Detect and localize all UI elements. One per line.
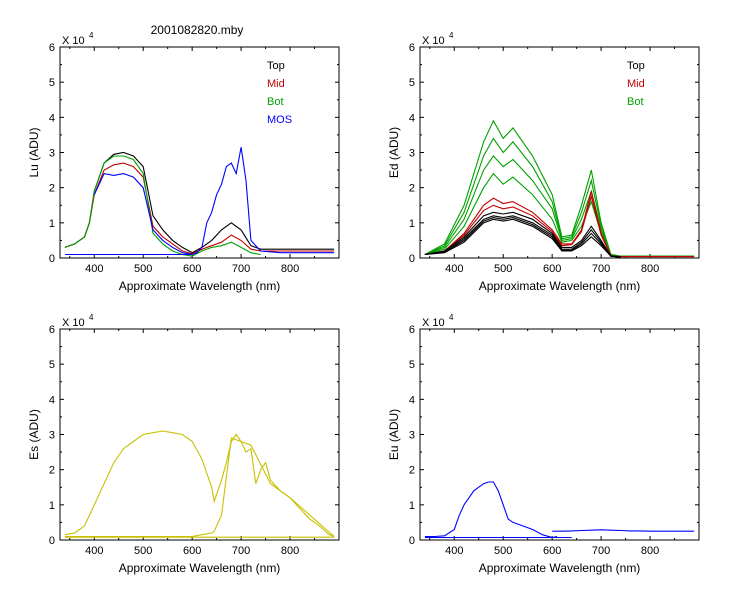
y-axis-label: Lu (ADU) bbox=[27, 127, 41, 177]
y-scale-exponent: 4 bbox=[89, 31, 94, 40]
series-line-eu-0 bbox=[424, 481, 558, 539]
x-tick-label: 700 bbox=[592, 545, 610, 557]
legend-entry-top: Top bbox=[267, 60, 285, 72]
y-tick-label: 5 bbox=[409, 359, 415, 371]
x-tick-label: 800 bbox=[641, 545, 659, 557]
y-tick-label: 4 bbox=[49, 112, 55, 124]
y-tick-label: 3 bbox=[409, 148, 415, 160]
legend-entry-mid: Mid bbox=[267, 78, 285, 90]
y-tick-label: 5 bbox=[49, 359, 55, 371]
y-tick-label: 3 bbox=[409, 430, 415, 442]
x-axis-label: Approximate Wavelength (nm) bbox=[119, 561, 281, 575]
y-tick-label: 3 bbox=[49, 148, 55, 160]
y-scale-exponent: 4 bbox=[89, 313, 94, 322]
series-line-ed-3 bbox=[424, 172, 695, 257]
y-axis-label: Ed (ADU) bbox=[387, 127, 401, 178]
y-tick-label: 0 bbox=[409, 535, 415, 547]
series-line-top bbox=[64, 151, 335, 254]
series-line-es-1 bbox=[64, 437, 335, 538]
y-scale-label: X 10 bbox=[422, 35, 445, 47]
x-tick-label: 500 bbox=[134, 545, 152, 557]
legend-entry-mos: MOS bbox=[267, 114, 292, 126]
y-tick-label: 1 bbox=[409, 500, 415, 512]
x-tick-label: 700 bbox=[592, 263, 610, 275]
x-tick-label: 600 bbox=[543, 263, 561, 275]
plot-frame bbox=[59, 328, 340, 541]
series-line-ed-1 bbox=[424, 137, 695, 257]
x-tick-label: 800 bbox=[641, 263, 659, 275]
x-axis-label: Approximate Wavelength (nm) bbox=[119, 279, 281, 293]
legend-entry-mid: Mid bbox=[627, 78, 645, 90]
x-axis-label: Approximate Wavelength (nm) bbox=[479, 279, 641, 293]
y-tick-label: 5 bbox=[409, 77, 415, 89]
y-tick-label: 2 bbox=[409, 465, 415, 477]
y-axis-label: Eu (ADU) bbox=[387, 409, 401, 460]
y-tick-label: 3 bbox=[49, 430, 55, 442]
y-tick-label: 0 bbox=[409, 253, 415, 265]
y-tick-label: 0 bbox=[49, 535, 55, 547]
x-tick-label: 600 bbox=[183, 545, 201, 557]
y-tick-label: 1 bbox=[409, 218, 415, 230]
series-line-eu-1 bbox=[552, 529, 695, 532]
series-line-top bbox=[424, 211, 621, 258]
y-scale-exponent: 4 bbox=[449, 313, 454, 322]
y-tick-label: 1 bbox=[49, 218, 55, 230]
y-tick-label: 4 bbox=[409, 394, 415, 406]
y-tick-label: 4 bbox=[49, 394, 55, 406]
y-tick-label: 6 bbox=[49, 42, 55, 54]
y-scale-label: X 10 bbox=[422, 317, 445, 329]
x-tick-label: 500 bbox=[494, 545, 512, 557]
legend-entry-top: Top bbox=[627, 60, 645, 72]
series-line-mos bbox=[64, 147, 335, 256]
x-tick-label: 700 bbox=[232, 545, 250, 557]
y-tick-label: 2 bbox=[49, 465, 55, 477]
legend-entry-bot: Bot bbox=[267, 96, 284, 108]
series-line-lu-4 bbox=[93, 172, 193, 256]
y-tick-label: 5 bbox=[49, 77, 55, 89]
x-tick-label: 400 bbox=[445, 263, 463, 275]
figure-title: 2001082820.mby bbox=[151, 23, 244, 37]
y-scale-label: X 10 bbox=[62, 35, 85, 47]
legend-entry-bot: Bot bbox=[627, 96, 644, 108]
y-tick-label: 1 bbox=[49, 500, 55, 512]
y-tick-label: 0 bbox=[49, 253, 55, 265]
x-tick-label: 500 bbox=[494, 263, 512, 275]
x-tick-label: 400 bbox=[85, 545, 103, 557]
y-tick-label: 4 bbox=[409, 112, 415, 124]
plot-frame bbox=[419, 328, 700, 541]
x-tick-label: 400 bbox=[85, 263, 103, 275]
x-tick-label: 700 bbox=[232, 263, 250, 275]
y-scale-label: X 10 bbox=[62, 317, 85, 329]
x-tick-label: 600 bbox=[183, 263, 201, 275]
series-line-mid bbox=[64, 162, 335, 255]
x-tick-label: 600 bbox=[543, 545, 561, 557]
x-tick-label: 800 bbox=[281, 263, 299, 275]
y-tick-label: 2 bbox=[49, 183, 55, 195]
series-line-ed-8 bbox=[424, 217, 621, 258]
x-axis-label: Approximate Wavelength (nm) bbox=[479, 561, 641, 575]
plot-frame bbox=[59, 46, 340, 259]
x-tick-label: 800 bbox=[281, 545, 299, 557]
y-tick-label: 2 bbox=[409, 183, 415, 195]
y-scale-exponent: 4 bbox=[449, 31, 454, 40]
series-line-ed-9 bbox=[424, 218, 621, 258]
y-tick-label: 6 bbox=[409, 324, 415, 336]
series-line-ed-7 bbox=[424, 215, 621, 258]
y-tick-label: 6 bbox=[409, 42, 415, 54]
y-tick-label: 6 bbox=[49, 324, 55, 336]
y-axis-label: Es (ADU) bbox=[27, 409, 41, 460]
x-tick-label: 400 bbox=[445, 545, 463, 557]
series-line-es-0 bbox=[64, 430, 335, 538]
series-line-bot bbox=[64, 155, 261, 257]
x-tick-label: 500 bbox=[134, 263, 152, 275]
